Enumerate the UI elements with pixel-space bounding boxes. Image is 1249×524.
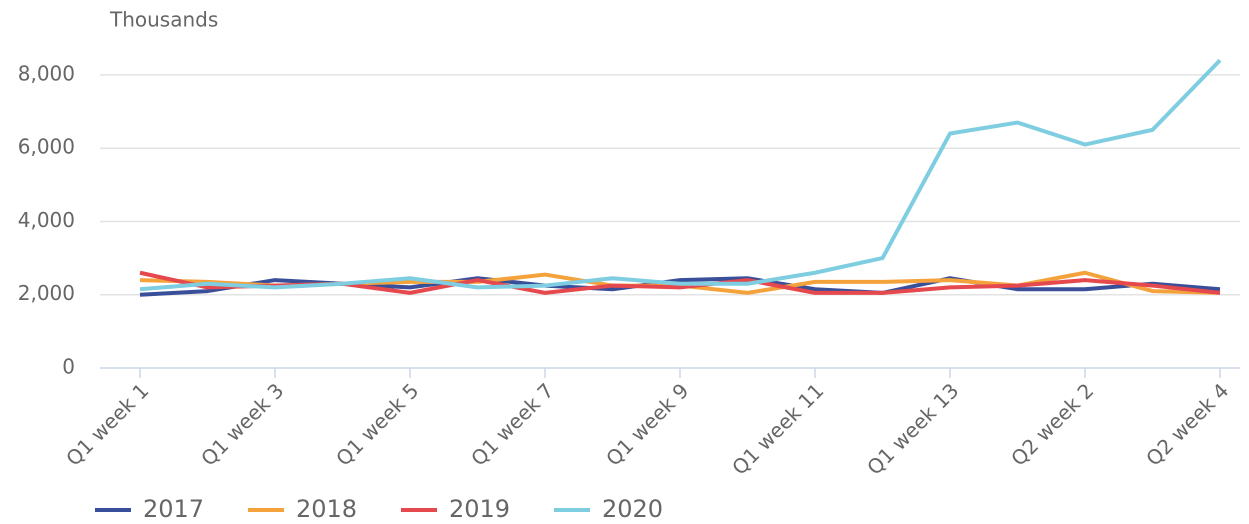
y-tick-label: 4,000	[18, 208, 75, 232]
x-tick-label: Q1 week 7	[466, 378, 558, 470]
x-tick-label: Q1 week 11	[727, 378, 828, 479]
legend-label: 2018	[296, 495, 357, 523]
x-tick-label: Q2 week 4	[1141, 378, 1233, 470]
x-tick-label: Q1 week 5	[331, 378, 423, 470]
x-tick-label: Q1 week 9	[601, 378, 693, 470]
y-tick-label: 6,000	[18, 135, 75, 159]
x-tick-label: Q1 week 3	[196, 378, 288, 470]
legend-label: 2020	[602, 495, 663, 523]
x-tick-label: Q1 week 1	[61, 378, 153, 470]
y-tick-label: 8,000	[18, 61, 75, 85]
y-axis-label: Thousands	[109, 8, 218, 32]
legend-label: 2019	[449, 495, 510, 523]
y-tick-label: 0	[62, 355, 75, 379]
x-tick-label: Q1 week 13	[862, 378, 963, 479]
legend-label: 2017	[143, 495, 204, 523]
line-series	[139, 58, 1222, 292]
y-tick-label: 2,000	[18, 281, 75, 305]
x-tick-label: Q2 week 2	[1006, 378, 1098, 470]
